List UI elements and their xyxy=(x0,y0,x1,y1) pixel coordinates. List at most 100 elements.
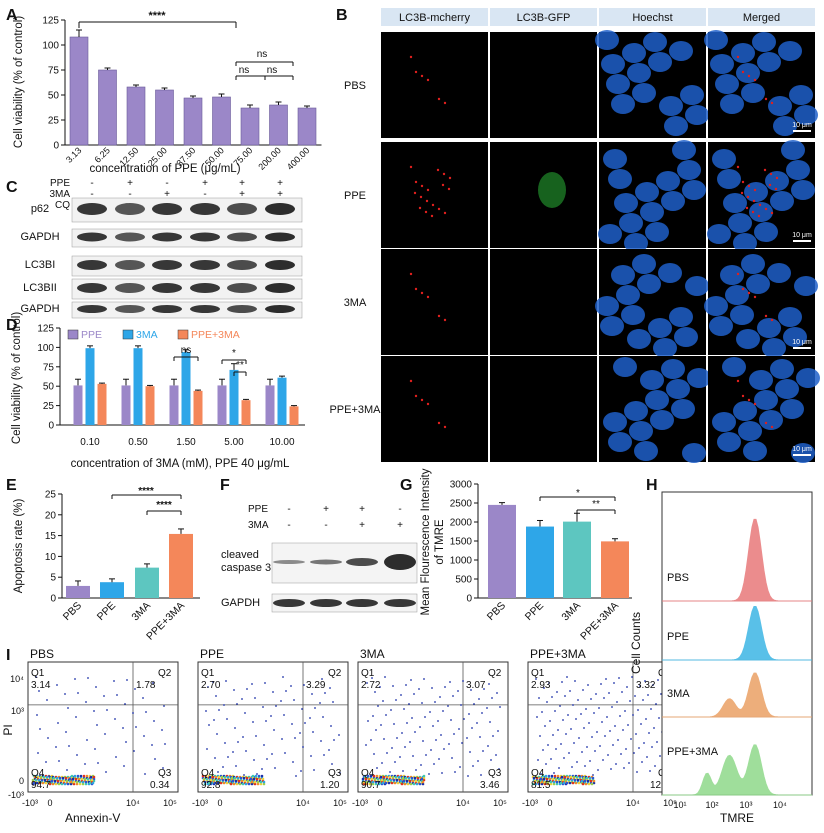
panelF-event-dot xyxy=(562,781,566,785)
panelF-event-dot xyxy=(92,775,96,779)
panelF-event-dot xyxy=(251,683,253,685)
panelB-puncta xyxy=(752,199,756,203)
panelF-quadrant-name: Q2 xyxy=(488,668,502,679)
panelB-puncta xyxy=(764,421,768,425)
panelF-event-dot xyxy=(232,751,234,753)
panelF-event-dot xyxy=(219,781,223,785)
panelF-event-dot xyxy=(425,754,427,756)
panelF-event-dot xyxy=(396,781,400,785)
panelB-nucleus xyxy=(650,410,674,430)
panelB-nucleus xyxy=(634,441,658,461)
panelF-event-dot xyxy=(213,719,215,721)
panel-letter: H xyxy=(646,477,658,494)
panelB-puncta xyxy=(764,97,768,101)
panelF-event-dot xyxy=(217,775,221,779)
panelF-event-dot xyxy=(123,765,125,767)
panelD-x-tick-label: 0.10 xyxy=(80,437,100,448)
panelF-event-dot xyxy=(650,708,652,710)
panelF-event-dot xyxy=(299,732,301,734)
panelA-y-axis-label: Cell viability (% of control) xyxy=(13,16,25,148)
panelB-nucleus xyxy=(743,441,767,461)
panelF-event-dot xyxy=(491,697,493,699)
panelB-puncta xyxy=(741,180,745,184)
panelF-event-dot xyxy=(212,778,216,782)
panelB-nucleus xyxy=(775,379,799,399)
panelF-event-dot xyxy=(430,749,432,751)
panelF-event-dot xyxy=(551,777,555,781)
panelD-y-tick-label: 0 xyxy=(48,421,54,432)
panelF-event-dot xyxy=(281,738,283,740)
panelF-event-dot xyxy=(630,738,632,740)
panelH-bar xyxy=(563,521,591,598)
panelF-event-dot xyxy=(432,725,434,727)
panelA-bar xyxy=(183,97,203,146)
panelI-histogram xyxy=(662,744,812,796)
panelF-event-dot xyxy=(595,693,597,695)
panelF-event-dot xyxy=(239,776,243,780)
panelH-sig-label: * xyxy=(576,488,580,499)
panelF-event-dot xyxy=(415,782,419,786)
panelB-nucleus xyxy=(624,401,648,421)
panelF-event-dot xyxy=(575,718,577,720)
panelF-event-dot xyxy=(87,677,89,679)
panelD-bar xyxy=(241,400,251,425)
panelF-event-dot xyxy=(403,708,405,710)
panelE-y-tick-label: 15 xyxy=(45,531,57,542)
panelF-event-dot xyxy=(323,754,325,756)
panelB-scale-label: 10 μm xyxy=(792,339,812,346)
panelF-event-dot xyxy=(204,774,208,778)
panelF-event-dot xyxy=(224,778,228,782)
panelF-event-dot xyxy=(552,734,554,736)
panelB-puncta xyxy=(409,165,413,169)
panelC-band xyxy=(190,232,220,242)
panelF-event-dot xyxy=(575,775,579,779)
panelF-event-dot xyxy=(594,750,596,752)
panelF-event-dot xyxy=(380,778,384,782)
panelB-scale-bar xyxy=(793,130,811,132)
panelF-event-dot xyxy=(618,677,620,679)
panelB-nucleus xyxy=(648,318,672,338)
panelF-event-dot xyxy=(370,739,372,741)
panelB-image xyxy=(381,32,488,138)
panelB-nucleus xyxy=(680,85,704,105)
panelF-event-dot xyxy=(249,777,253,781)
panelF-event-dot xyxy=(313,769,315,771)
panelC-band-label: GAPDH xyxy=(20,231,59,243)
panelA-x-tick-label: 400.00 xyxy=(285,145,312,172)
panelF-event-dot xyxy=(416,776,420,780)
panelB-puncta xyxy=(747,74,751,78)
panelB-nucleus xyxy=(674,327,698,347)
panelB-puncta xyxy=(437,97,441,101)
panelF-event-dot xyxy=(560,775,564,779)
panelB-nucleus xyxy=(796,368,820,388)
panelF-event-dot xyxy=(86,777,90,781)
panelF-event-dot xyxy=(408,703,410,705)
panelF-event-dot xyxy=(283,714,285,716)
panelF-event-dot xyxy=(435,739,437,741)
panelF-event-dot xyxy=(628,762,630,764)
panelB-column-label: LC3B-mcherry xyxy=(399,12,470,24)
panelH-y-axis-label: Mean Flourescence Intensity xyxy=(420,468,432,615)
panelH-x-tick-label: PPE+3MA xyxy=(578,600,621,643)
panelF-event-dot xyxy=(582,689,584,691)
panelF-event-dot xyxy=(586,779,590,783)
panelF-event-dot xyxy=(259,782,263,786)
panelB-puncta xyxy=(770,211,774,215)
panelF-event-dot xyxy=(557,729,559,731)
panelF-plot-frame xyxy=(527,661,679,793)
panelF-event-dot xyxy=(44,781,48,785)
panelF-event-dot xyxy=(59,779,63,783)
panelB-puncta xyxy=(426,295,430,299)
panelA-bar xyxy=(212,96,231,146)
panelF-event-dot xyxy=(633,752,635,754)
panelF-event-dot xyxy=(79,774,83,778)
panelF-quadrant-name: Q1 xyxy=(31,668,45,679)
panelF-event-dot xyxy=(552,780,556,784)
panelF-event-dot xyxy=(227,756,229,758)
panelB-nucleus xyxy=(595,296,619,316)
panelG-sign: + xyxy=(323,504,329,515)
panelF-event-dot xyxy=(637,709,639,711)
panelF-x-axis-label: Annexin-V xyxy=(65,811,120,825)
panelF-x-tick-label: 10⁴ xyxy=(296,798,310,808)
panelD-bar xyxy=(277,377,287,425)
